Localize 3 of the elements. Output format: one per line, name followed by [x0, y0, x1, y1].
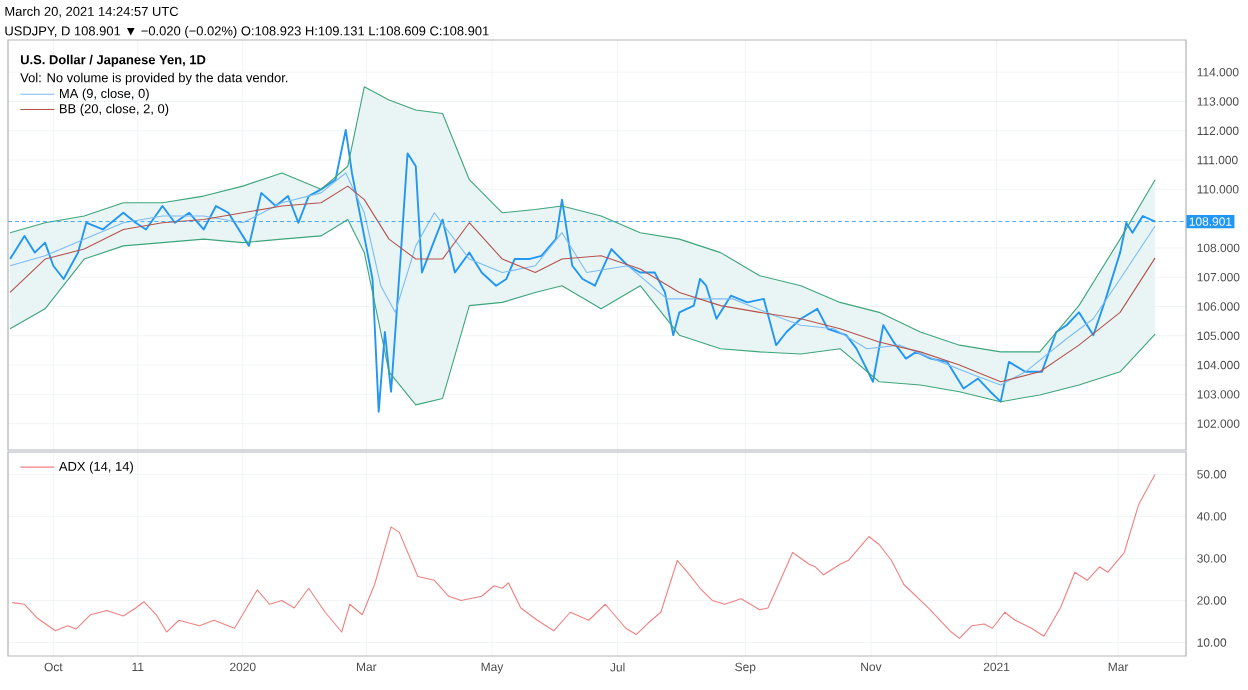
- line-series: [11, 473, 1156, 639]
- line-series: [9, 218, 1156, 406]
- line-series: [9, 86, 1156, 353]
